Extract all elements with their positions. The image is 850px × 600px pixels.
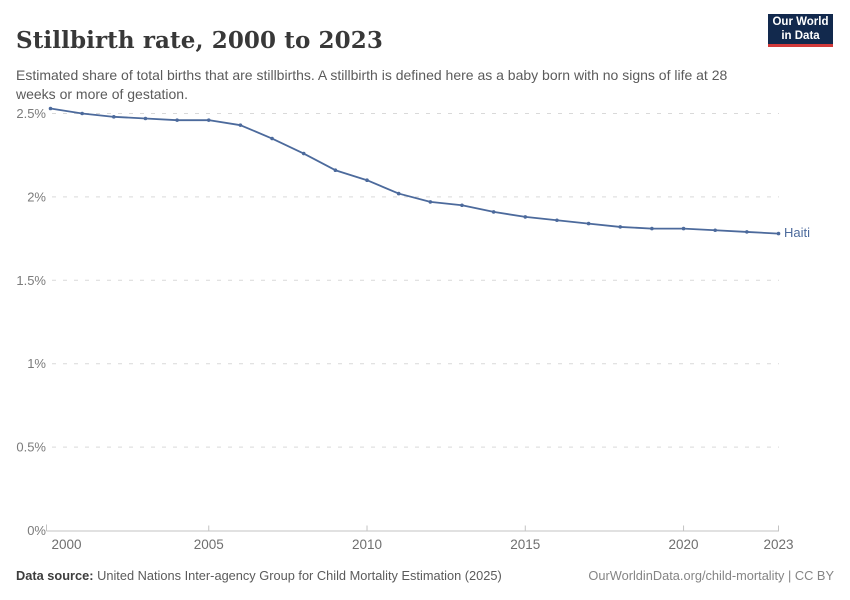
y-axis-tick-label: 1.5% [16, 273, 46, 288]
x-axis-tick-label: 2023 [763, 537, 793, 552]
data-point[interactable] [745, 230, 749, 234]
data-point[interactable] [333, 168, 338, 173]
data-point[interactable] [365, 178, 369, 183]
series-label-haiti: Haiti [784, 225, 811, 240]
data-point[interactable] [650, 226, 654, 231]
x-axis-tick-label: 2005 [194, 537, 224, 552]
y-axis-tick-label: 2% [27, 189, 46, 204]
x-axis-tick-label: 2015 [510, 537, 540, 552]
data-point[interactable] [48, 106, 53, 111]
data-point[interactable] [270, 136, 274, 141]
data-point[interactable] [238, 123, 243, 127]
data-point[interactable] [428, 200, 433, 204]
data-source-label: Data source: [16, 568, 94, 583]
data-point[interactable] [143, 116, 148, 121]
y-axis-tick-label: 2.5% [16, 106, 46, 121]
x-axis-tick-label: 2020 [669, 537, 699, 552]
data-point[interactable] [206, 118, 211, 122]
data-point[interactable] [301, 151, 306, 156]
chart-subtitle: Estimated share of total births that are… [16, 67, 728, 102]
data-point[interactable] [396, 191, 401, 196]
data-point[interactable] [776, 231, 781, 236]
data-point[interactable] [523, 215, 528, 219]
data-point[interactable] [175, 118, 179, 122]
x-axis-tick-label: 2000 [51, 537, 81, 552]
data-point[interactable] [460, 203, 464, 208]
x-axis-tick-label: 2010 [352, 537, 382, 552]
data-source-note: Data source: United Nations Inter-agency… [16, 568, 502, 583]
trend-line [49, 107, 780, 235]
data-point[interactable] [618, 225, 623, 229]
data-point[interactable] [586, 221, 591, 226]
data-source-value: United Nations Inter-agency Group for Ch… [93, 568, 502, 583]
y-axis-tick-label: 1% [27, 356, 46, 371]
owid-logo[interactable]: Our World in Data [768, 14, 833, 47]
page-title: Stillbirth rate, 2000 to 2023 [16, 27, 383, 55]
y-axis-tick-label: 0.5% [16, 440, 46, 455]
y-axis-tick-label: 0% [27, 523, 46, 538]
data-point[interactable] [80, 111, 84, 116]
data-point[interactable] [681, 226, 686, 231]
owid-url-license-link[interactable]: OurWorldinData.org/child-mortality | CC … [588, 568, 834, 583]
data-point[interactable] [713, 228, 717, 233]
owid-logo-line2: in Data [781, 29, 820, 42]
data-point[interactable] [555, 218, 559, 223]
data-point[interactable] [491, 210, 496, 214]
data-point[interactable] [112, 115, 116, 119]
owid-logo-line1: Our World [772, 16, 829, 28]
